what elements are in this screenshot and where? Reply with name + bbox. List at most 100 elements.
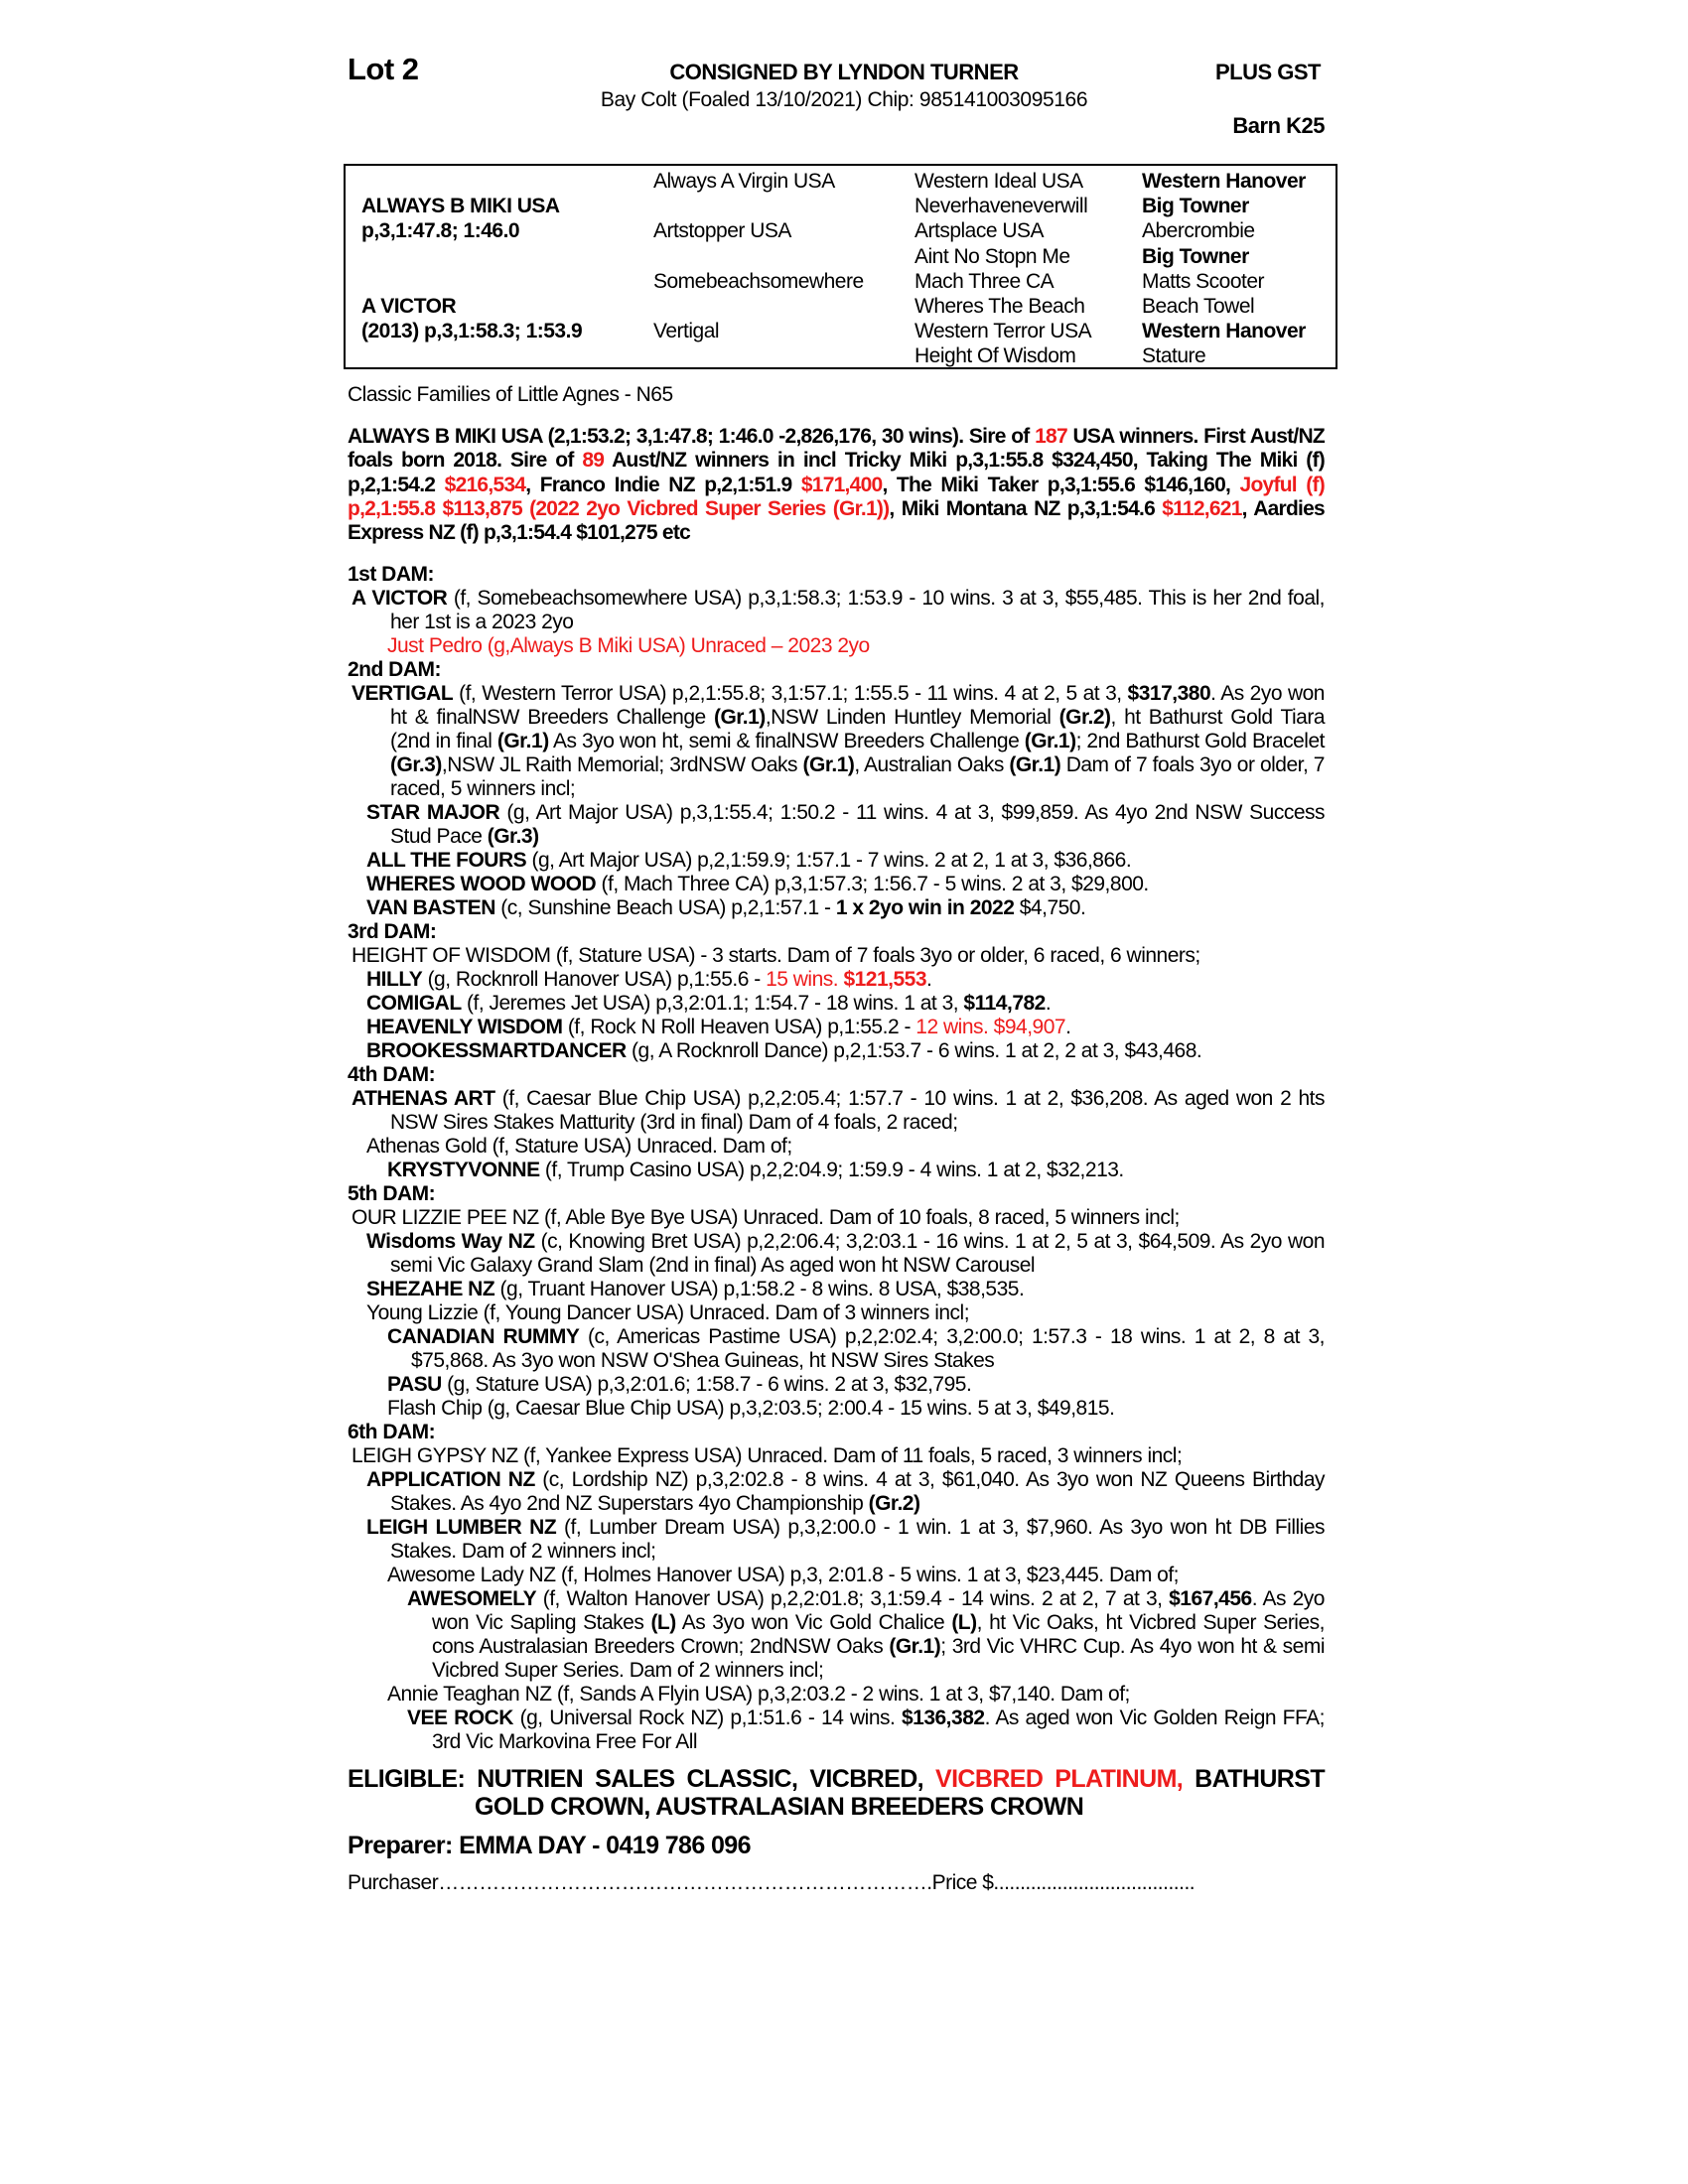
pedigree-entry: Annie Teaghan NZ (f, Sands A Flyin USA) … [348, 1683, 1325, 1706]
text-segment: ,NSW Linden Huntley Memorial [765, 706, 1059, 729]
pedigree-entry: Athenas Gold (f, Stature USA) Unraced. D… [348, 1135, 1325, 1159]
text-segment: ; 3rd Vic VHRC Cup. As 4yo won ht & semi… [432, 1635, 1326, 1682]
bold-text: Wisdoms Way NZ [366, 1230, 535, 1253]
bold-text: $114,782 [963, 992, 1046, 1015]
pedigree-entry: VEE ROCK (g, Universal Rock NZ) p,1:51.6… [348, 1706, 1326, 1754]
pedigree-sire-of-dam-line: Western Hanover [1142, 170, 1306, 193]
text-segment: . [1065, 1016, 1071, 1038]
text-segment: , Miki Montana NZ p,3,1:54.6 [889, 496, 1163, 520]
pedigree-entry: WHERES WOOD WOOD (f, Mach Three CA) p,3,… [348, 873, 1325, 896]
pedigree-entry: LEIGH GYPSY NZ (f, Yankee Express USA) U… [348, 1444, 1325, 1468]
text-segment: BATHURST GOLD CROWN, AUSTRALASIAN BREEDE… [475, 1765, 1326, 1821]
pedigree-entry: Young Lizzie (f, Young Dancer USA) Unrac… [348, 1301, 1325, 1325]
pedigree-great-grandparent: Neverhaveneverwill [914, 195, 1088, 218]
pedigree-grandparent: Somebeachsomewhere [653, 269, 864, 293]
dam-heading: 3rd DAM: [348, 920, 437, 943]
pedigree-entry: STAR MAJOR (g, Art Major USA) p,3,1:55.4… [348, 801, 1326, 849]
pedigree-grandparent: Artstopper USA [653, 219, 791, 243]
text-segment: (c, Lordship NZ) p,3,2:02.8 - 8 wins. 4 … [390, 1468, 1326, 1515]
bold-text: VERTIGAL [352, 682, 454, 705]
pedigree-sire-of-dam-line: Beach Towel [1142, 294, 1255, 318]
bold-text: STAR MAJOR [366, 801, 500, 824]
text-segment: (g, Truant Hanover USA) p,1:58.2 - 8 win… [494, 1278, 1025, 1300]
text-segment: (f, Mach Three CA) p,3,1:57.3; 1:56.7 - … [596, 873, 1149, 895]
pedigree-entry: BROOKESSMARTDANCER (g, A Rocknroll Dance… [348, 1039, 1325, 1063]
pedigree-entry: APPLICATION NZ (c, Lordship NZ) p,3,2:02… [348, 1468, 1326, 1516]
bold-text: (Gr.1) [889, 1635, 941, 1658]
text-segment: . As 2yo won Vic Sapling Stakes [432, 1587, 1326, 1634]
dam-heading: 6th DAM: [348, 1421, 436, 1443]
pedigree-great-grandparent: Artsplace USA [914, 219, 1045, 243]
pedigree-sire-of-dam-line: Western Hanover [1142, 320, 1306, 343]
pedigree-sire-of-dam-line: Matts Scooter [1142, 269, 1265, 293]
pedigree-entry: HILLY (g, Rocknroll Hanover USA) p,1:55.… [348, 968, 1325, 992]
pedigree-entry: VAN BASTEN (c, Sunshine Beach USA) p,2,1… [348, 896, 1325, 920]
pedigree-great-grandparent: Western Ideal USA [914, 170, 1083, 193]
highlight-text: Just Pedro (g,Always B Miki USA) Unraced… [387, 634, 870, 657]
highlight-text: $121,553 [843, 968, 927, 991]
text-segment: ALWAYS B MIKI USA (2,1:53.2; 3,1:47.8; 1… [348, 425, 1036, 448]
text-segment: As 3yo won Vic Gold Chalice [675, 1611, 952, 1634]
text-segment: (f, Jeremes Jet USA) p,3,2:01.1; 1:54.7 … [461, 992, 964, 1015]
dam-heading: 4th DAM: [348, 1063, 436, 1086]
bold-text: PASU [387, 1373, 442, 1396]
bold-text: $317,380 [1127, 682, 1211, 705]
bold-text: VEE ROCK [407, 1706, 513, 1729]
highlight-text: 15 wins. [766, 968, 844, 991]
sire-summary: ALWAYS B MIKI USA (2,1:53.2; 3,1:47.8; 1… [348, 425, 1326, 545]
dam-name: A VICTOR [361, 294, 457, 318]
pedigree-entry: HEIGHT OF WISDOM (f, Stature USA) - 3 st… [348, 944, 1325, 968]
dam-heading: 5th DAM: [348, 1182, 436, 1205]
text-segment: , The Miki Taker p,3,1:55.6 $146,160, [882, 473, 1240, 496]
pedigree-grandparent: Always A Virgin USA [653, 170, 835, 193]
pedigree-entry: SHEZAHE NZ (g, Truant Hanover USA) p,1:5… [348, 1278, 1325, 1301]
text-segment: (c, Knowing Bret USA) p,2,2:06.4; 3,2:03… [390, 1230, 1326, 1277]
text-segment: (f, Trump Casino USA) p,2,2:04.9; 1:59.9… [539, 1159, 1124, 1181]
text-segment: , ht Vic Oaks, ht Vicbred Super Series, … [432, 1611, 1326, 1658]
bold-text: AWESOMELY [407, 1587, 537, 1610]
text-segment: Young Lizzie (f, Young Dancer USA) Unrac… [366, 1301, 970, 1324]
bold-text: (Gr.3) [390, 753, 442, 776]
text-segment: (f, Somebeachsomewhere USA) p,3,1:58.3; … [390, 587, 1326, 633]
bold-text: ALL THE FOURS [366, 849, 527, 872]
text-segment: , Franco Indie NZ p,2,1:51.9 [525, 473, 801, 496]
pedigree-entry: Flash Chip (g, Caesar Blue Chip USA) p,3… [348, 1397, 1325, 1421]
text-segment: (g, Stature USA) p,3,2:01.6; 1:58.7 - 6 … [441, 1373, 972, 1396]
price-label: Price $ [931, 1871, 994, 1894]
text-segment: (g, Universal Rock NZ) p,1:51.6 - 14 win… [512, 1706, 902, 1729]
text-segment: HEIGHT OF WISDOM (f, Stature USA) - 3 st… [352, 944, 1200, 967]
bold-text: (Gr.1) [496, 730, 549, 752]
bold-text: (L) [650, 1611, 676, 1634]
bold-text: (Gr.2) [1058, 706, 1111, 729]
bold-text: HILLY [366, 968, 423, 991]
text-segment: (g, Art Major USA) p,2,1:59.9; 1:57.1 - … [526, 849, 1132, 872]
pedigree-entry: OUR LIZZIE PEE NZ (f, Able Bye Bye USA) … [348, 1206, 1325, 1230]
bold-text: (Gr.1) [1024, 730, 1076, 752]
pedigree-great-grandparent: Western Terror USA [914, 320, 1092, 343]
bold-text: $167,456 [1169, 1587, 1252, 1610]
pedigree-entry: VERTIGAL (f, Western Terror USA) p,2,1:5… [348, 682, 1326, 801]
text-segment: (g, A Rocknroll Dance) p,2,1:53.7 - 6 wi… [626, 1039, 1202, 1062]
pedigree-great-grandparent: Wheres The Beach [914, 294, 1085, 318]
text-segment: LEIGH GYPSY NZ (f, Yankee Express USA) U… [352, 1444, 1183, 1467]
highlight-text: $171,400 [800, 473, 883, 496]
gst-note: PLUS GST [1214, 60, 1322, 84]
bold-text: (Gr.1) [802, 753, 855, 776]
text-segment: Dam of 7 foals 3yo or older, 7 raced, 5 … [390, 753, 1325, 800]
pedigree-entry: Wisdoms Way NZ (c, Knowing Bret USA) p,2… [348, 1230, 1326, 1278]
bold-text: (L) [951, 1611, 977, 1634]
text-segment: (c, Americas Pastime USA) p,2,2:02.4; 3,… [411, 1325, 1326, 1372]
bold-text: CANADIAN RUMMY [387, 1325, 580, 1348]
purchaser-label: Purchaser [348, 1871, 439, 1894]
dam-heading: 1st DAM: [348, 563, 435, 586]
pedigree-entry: LEIGH LUMBER NZ (f, Lumber Dream USA) p,… [348, 1516, 1326, 1564]
text-segment: . As aged won Vic Golden Reign FFA; 3rd … [432, 1706, 1326, 1753]
pedigree-table: ALWAYS B MIKI USA p,3,1:47.8; 1:46.0 A V… [344, 164, 1337, 369]
bold-text: WHERES WOOD WOOD [366, 873, 597, 895]
bold-text: BROOKESSMARTDANCER [366, 1039, 627, 1062]
sire-record: p,3,1:47.8; 1:46.0 [361, 219, 520, 243]
pedigree-entry: HEAVENLY WISDOM (f, Rock N Roll Heaven U… [348, 1016, 1325, 1039]
text-segment: , Aardies Express NZ (f) p,3,1:54.4 $101… [348, 496, 1326, 545]
text-segment: (c, Sunshine Beach USA) p,2,1:57.1 - [494, 896, 836, 919]
bold-text: LEIGH LUMBER NZ [366, 1516, 557, 1539]
